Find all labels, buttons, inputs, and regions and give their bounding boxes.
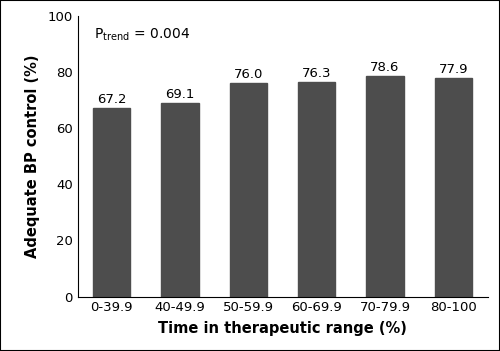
Bar <box>298 82 336 297</box>
Text: 67.2: 67.2 <box>97 93 126 106</box>
X-axis label: Time in therapeutic range (%): Time in therapeutic range (%) <box>158 322 407 336</box>
Bar <box>366 76 404 297</box>
Text: 77.9: 77.9 <box>438 63 468 76</box>
Bar <box>161 102 199 297</box>
Text: 69.1: 69.1 <box>166 88 194 101</box>
Bar <box>93 108 130 297</box>
Bar <box>230 83 267 297</box>
Text: 76.0: 76.0 <box>234 68 263 81</box>
Bar <box>434 78 472 297</box>
Y-axis label: Adequate BP control (%): Adequate BP control (%) <box>26 54 40 258</box>
Text: P$_{\mathrm{trend}}$ = 0.004: P$_{\mathrm{trend}}$ = 0.004 <box>94 27 190 44</box>
Text: 78.6: 78.6 <box>370 61 400 74</box>
Text: 76.3: 76.3 <box>302 67 332 80</box>
